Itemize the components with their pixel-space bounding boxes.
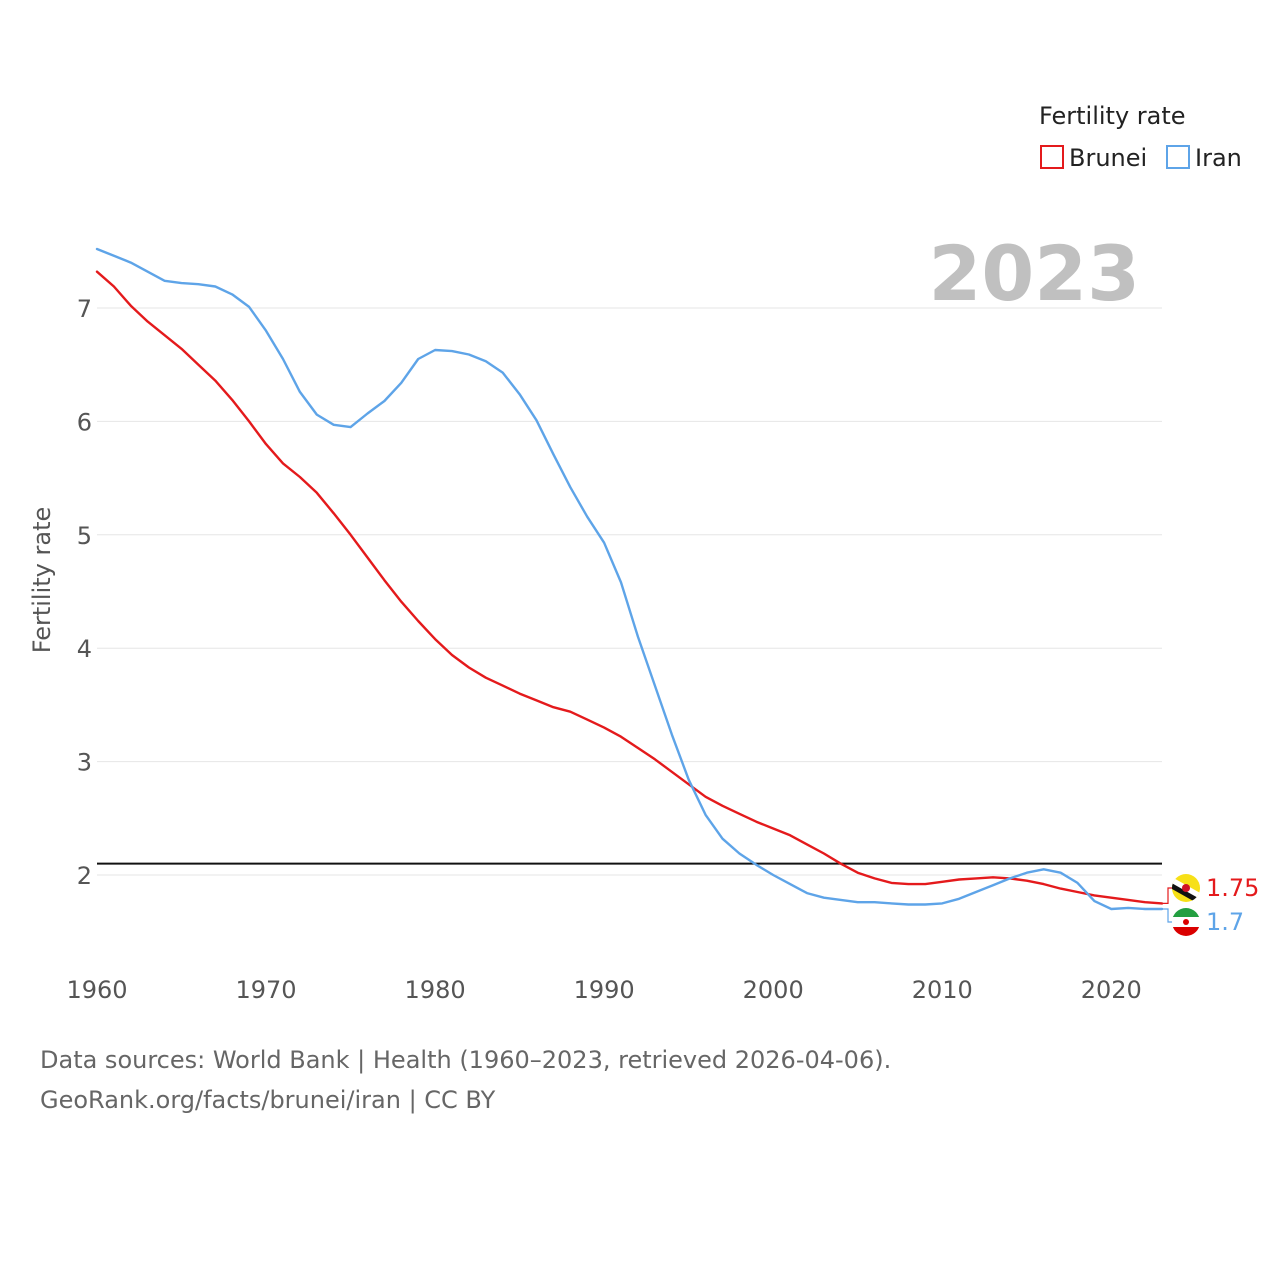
x-tick-1960: 1960 [66,976,127,1004]
grid-lines [97,307,1162,876]
year-label: 2023 [928,229,1140,318]
x-tick-1980: 1980 [405,976,466,1004]
end-labels: 1.75 1.7 [1162,874,1259,936]
flag-iran-emblem [1183,919,1189,925]
flag-iran-red [1172,927,1200,936]
series-line-brunei [95,270,1164,905]
flag-brunei-emblem [1182,884,1190,892]
flag-iran-green [1172,908,1200,917]
y-tick-2: 2 [77,862,92,890]
legend-label-brunei: Brunei [1069,144,1147,172]
y-tick-6: 6 [77,408,92,436]
x-tick-1970: 1970 [236,976,297,1004]
legend: Fertility rate Brunei Iran [1039,102,1242,172]
y-axis-ticks: 2 3 4 5 6 7 [77,295,92,890]
legend-swatch-brunei [1040,145,1064,169]
x-tick-2020: 2020 [1081,976,1142,1004]
flag-iran-icon [1172,908,1200,936]
end-connector-brunei [1162,887,1174,904]
x-tick-2000: 2000 [743,976,804,1004]
y-tick-7: 7 [77,295,92,323]
end-connector-iran [1162,908,1174,923]
flag-brunei-icon [1172,874,1200,902]
x-axis-ticks: 1960 1970 1980 1990 2000 2010 2020 [66,976,1141,1004]
series-lines [95,247,1164,911]
end-value-iran: 1.7 [1206,908,1244,936]
y-axis-title: Fertility rate [28,507,56,654]
legend-title: Fertility rate [1039,102,1186,130]
y-tick-5: 5 [77,522,92,550]
end-value-brunei: 1.75 [1206,874,1259,902]
x-tick-2010: 2010 [912,976,973,1004]
legend-swatch-iran [1166,145,1190,169]
y-tick-3: 3 [77,749,92,777]
legend-label-iran: Iran [1195,144,1242,172]
credit-link[interactable]: GeoRank.org/facts/brunei/iran | CC BY [40,1086,496,1114]
y-tick-4: 4 [77,635,92,663]
series-line-iran [95,247,1164,911]
x-tick-1990: 1990 [574,976,635,1004]
data-source-note: Data sources: World Bank | Health (1960–… [40,1046,892,1074]
